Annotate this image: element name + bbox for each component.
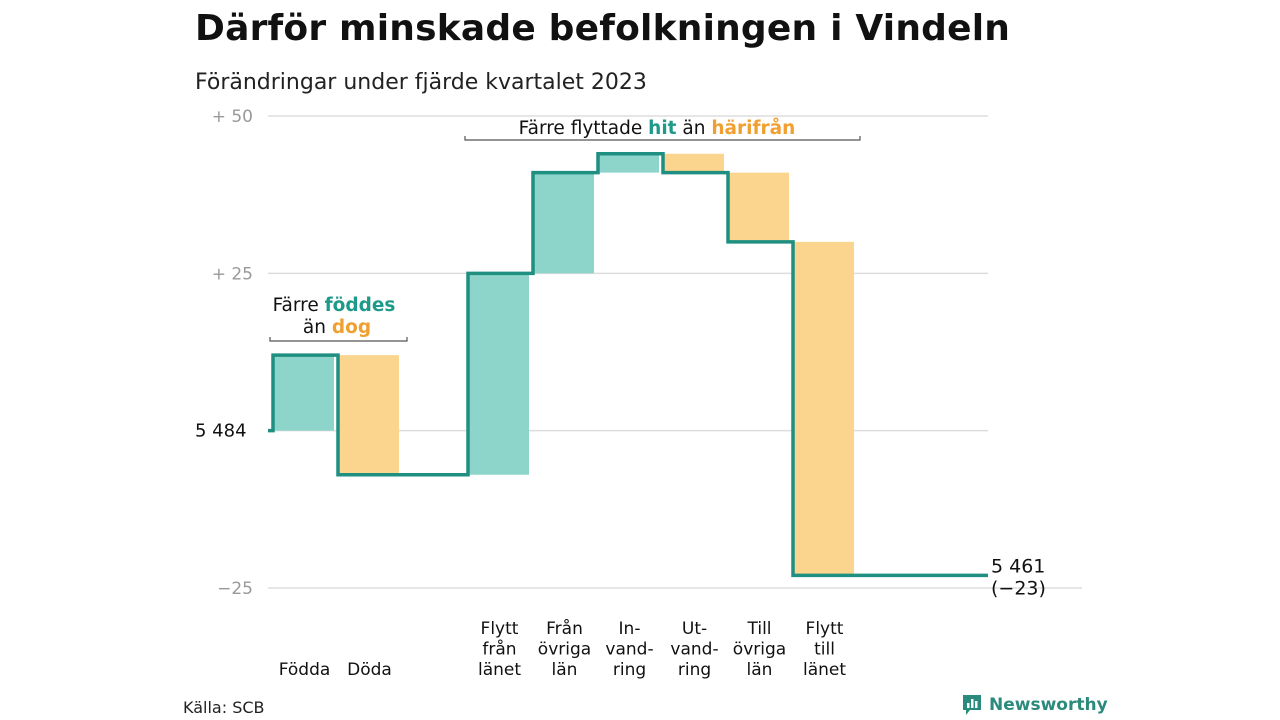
category-label: Från: [546, 618, 583, 639]
annotation-text: Färre: [273, 295, 325, 316]
category-label: In-: [619, 619, 641, 639]
annotation-text: än: [682, 118, 711, 139]
annotation-highlight-teal: hit: [648, 118, 677, 139]
chart-bubble-icon: [963, 695, 981, 715]
increase-bar: [597, 153, 659, 173]
category-label: övriga: [733, 640, 786, 660]
source-note: Källa: SCB: [183, 698, 265, 717]
births-annotation-line2: än dog: [303, 317, 371, 338]
category-label: Födda: [279, 660, 331, 680]
category-label: Flytt: [806, 619, 844, 639]
brand-name: Newsworthy: [989, 695, 1108, 715]
decrease-bar: [792, 241, 854, 576]
annotation-text: än: [303, 317, 332, 338]
annotation-highlight-orange: härifrån: [711, 117, 795, 139]
births-annotation-line1: Färre föddes: [273, 295, 396, 316]
start-value-label: 5 484: [195, 421, 247, 442]
moves-bracket: [464, 136, 861, 141]
bars: [272, 153, 854, 576]
increase-bar: [532, 172, 594, 274]
chart-title: Därför minskade befolkningen i Vindeln: [195, 8, 1011, 49]
end-change-label: (−23): [991, 577, 1046, 599]
category-label: ring: [678, 660, 711, 680]
brand-logo[interactable]: Newsworthy: [961, 693, 1108, 717]
increase-bar: [272, 355, 334, 431]
category-label: länet: [478, 660, 521, 680]
category-label: från: [482, 639, 516, 660]
category-label: län: [747, 660, 773, 680]
annotation-text: Färre flyttade: [519, 118, 648, 139]
annotation-highlight-orange: dog: [332, 317, 371, 338]
cumulative-line: [268, 152, 988, 578]
category-label: län: [552, 660, 578, 680]
category-label: länet: [803, 660, 846, 680]
y-tick-labels: + 50 + 25 5 484 −25: [195, 107, 253, 599]
cumulative-step-line: [268, 152, 988, 578]
annotation-highlight-teal: föddes: [325, 295, 396, 316]
chart-subtitle: Förändringar under fjärde kvartalet 2023: [195, 70, 647, 95]
decrease-bar: [337, 355, 399, 475]
y-tick-label: + 25: [212, 264, 253, 284]
category-label: Till: [746, 619, 771, 639]
gridlines: [268, 115, 1082, 589]
births-bracket: [269, 337, 408, 342]
moves-annotation: Färre flyttade hit än härifrån: [519, 117, 796, 139]
end-labels: 5 461(−23): [991, 555, 1046, 599]
category-label: till: [814, 640, 835, 660]
category-label: Döda: [347, 660, 392, 680]
category-label: Flytt: [481, 619, 519, 639]
category-label: ring: [613, 660, 646, 680]
decrease-bar: [727, 172, 789, 242]
category-label: vand-: [670, 640, 718, 660]
increase-bar: [467, 273, 529, 475]
category-labels: Födda DödaFlyttfrånlänetFrånövrigalänIn-v…: [279, 618, 847, 680]
decrease-bar: [662, 153, 724, 173]
y-tick-label: −25: [217, 579, 253, 599]
category-label: övriga: [538, 640, 591, 660]
y-tick-label: + 50: [212, 107, 253, 127]
end-value-label: 5 461: [991, 555, 1045, 577]
category-label: Ut-: [682, 619, 707, 639]
category-label: vand-: [605, 640, 653, 660]
